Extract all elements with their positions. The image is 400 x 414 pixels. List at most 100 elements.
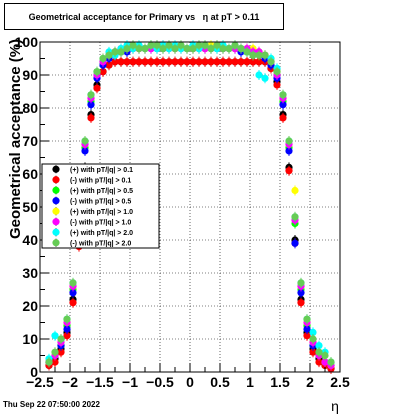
y-tick-label: 0 (30, 364, 38, 380)
y-axis-label: Geometrical acceptance (%) (7, 39, 24, 239)
data-point (219, 58, 227, 66)
data-point (147, 58, 155, 66)
x-tick-label: 2.5 (330, 374, 350, 390)
data-point (183, 45, 191, 53)
data-point (237, 45, 245, 53)
data-point (99, 54, 107, 63)
legend-marker (52, 239, 60, 247)
data-point (213, 58, 221, 66)
y-tick-label: 100 (15, 34, 39, 50)
data-point (159, 58, 167, 66)
x-tick-label: −1 (122, 374, 138, 390)
data-point (267, 58, 275, 66)
data-point (285, 167, 293, 175)
x-tick-label: 0 (186, 374, 194, 390)
x-tick-label: −0.5 (146, 374, 174, 390)
data-point (51, 332, 59, 340)
data-point (153, 41, 161, 49)
data-point (213, 41, 221, 49)
data-point (201, 58, 209, 66)
data-point (129, 41, 137, 49)
axes: −2.5 −2 −1.5 −1 −0.5 0 0.5 1 1.5 2 2.5 0 10 20 30 40 50 6… (15, 34, 350, 390)
data-point (321, 358, 329, 366)
data-point (303, 315, 311, 323)
y-tick-label: 20 (22, 298, 38, 314)
data-point (309, 328, 317, 336)
data-point (243, 58, 251, 66)
data-point (147, 41, 155, 49)
legend-marker (52, 197, 60, 205)
legend: (+) with pT/|q| > 0.1 (-) with pT/|q| > 0… (41, 163, 160, 249)
legend-label: (+) with pT/|q| > 2.0 (70, 230, 133, 237)
legend-label: (-) with pT/|q| > 1.0 (70, 219, 131, 226)
data-point (255, 58, 263, 66)
data-point (309, 335, 317, 343)
data-point (81, 147, 89, 155)
data-point (69, 279, 77, 287)
data-point (327, 358, 335, 366)
data-point (273, 68, 281, 76)
data-point (45, 358, 53, 366)
data-point (291, 186, 299, 195)
data-point (225, 58, 233, 66)
data-point (285, 147, 293, 155)
legend-label: (-) with pT/|q| > 0.1 (70, 177, 131, 184)
data-point (123, 58, 131, 66)
data-point (279, 114, 287, 122)
data-point (297, 299, 305, 307)
data-point (135, 45, 143, 53)
y-tick-label: 90 (22, 67, 38, 83)
data-point (69, 289, 77, 297)
data-point (183, 58, 191, 66)
data-point (279, 91, 287, 99)
data-point (261, 74, 269, 82)
x-axis-label: η (331, 398, 339, 414)
y-tick-label: 50 (22, 199, 38, 215)
data-point (189, 58, 197, 66)
x-tick-label: 1 (246, 374, 254, 390)
data-point (249, 51, 257, 59)
data-point (111, 58, 119, 66)
x-tick-label: 2 (306, 374, 314, 390)
data-point (99, 68, 107, 76)
data-point (303, 325, 311, 333)
data-point (63, 332, 71, 340)
x-tick-label: 0.5 (210, 374, 230, 390)
y-tick-label: 60 (22, 166, 38, 182)
data-point (93, 68, 101, 76)
data-point (255, 51, 263, 59)
data-point (291, 213, 299, 221)
data-point (165, 41, 173, 49)
y-tick-label: 10 (22, 331, 38, 347)
data-point (243, 48, 251, 56)
legend-marker (52, 176, 60, 184)
data-point (51, 358, 59, 366)
data-point (87, 101, 95, 109)
legend-label: (-) with pT/|q| > 2.0 (70, 240, 131, 247)
data-point (255, 71, 263, 79)
data-point (231, 58, 239, 66)
data-point (87, 114, 95, 122)
data-point (201, 41, 209, 49)
legend-marker (52, 228, 60, 236)
data-point (273, 81, 281, 89)
data-point (195, 41, 203, 49)
data-point (285, 137, 293, 145)
legend-marker (52, 218, 60, 226)
data-point (315, 348, 323, 356)
legend-marker (52, 186, 60, 194)
data-point (57, 348, 65, 356)
data-point (129, 58, 137, 66)
data-point (87, 91, 95, 99)
data-point (321, 351, 329, 360)
data-point (297, 289, 305, 297)
y-tick-label: 70 (22, 133, 38, 149)
y-tick-label: 40 (22, 232, 38, 248)
y-tick-label: 80 (22, 100, 38, 116)
data-point (141, 58, 149, 66)
data-point (171, 58, 179, 66)
data-points (45, 40, 335, 374)
x-tick-label: −2.5 (26, 374, 54, 390)
data-point (105, 51, 113, 59)
